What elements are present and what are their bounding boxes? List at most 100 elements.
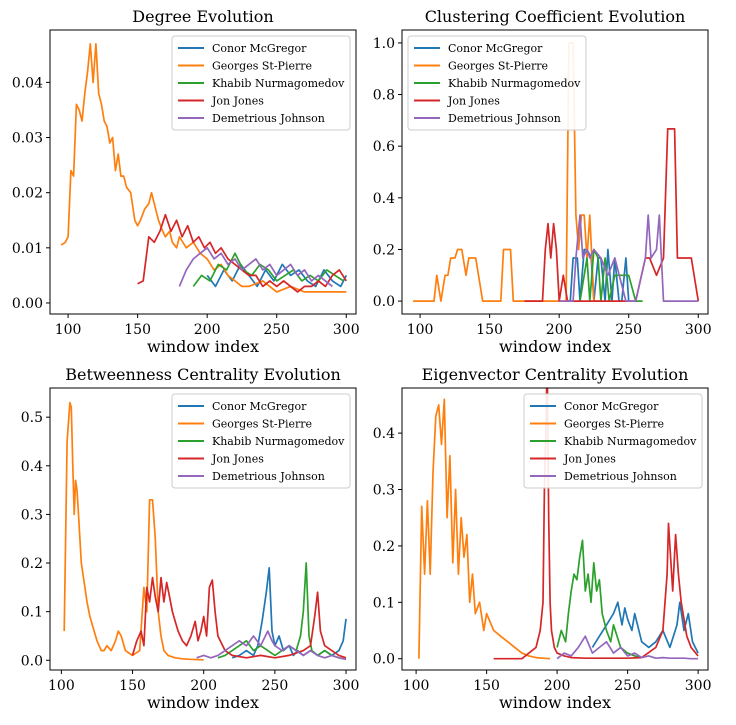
eigenvector-centrality-evolution-series-conor-mcgregor [591,601,699,654]
betweenness-centrality-evolution-series-jon-jones [131,576,347,659]
clustering-coefficient-evolution-series-georges-st-pierre [413,42,601,302]
clustering-coefficient-evolution-xtick-label: 250 [615,322,642,338]
eigenvector-xlabel: window index [499,693,611,712]
clustering-coefficient-evolution-legend-label-jon-jones: Jon Jones [447,95,500,108]
eigenvector-centrality-evolution-xtick-label: 300 [685,678,712,694]
degree-evolution-ytick-label: 0.01 [12,241,43,257]
clustering-coefficient-evolution-legend-label-demetrious-johnson: Demetrious Johnson [448,112,561,125]
eigenvector-plot: 100 150 200 250 300 0.0 0.1 0.2 0.3 0.4 Conor McGr… [373,387,712,694]
degree-evolution-series-demetrious-johnson [178,246,333,288]
eigenvector-centrality-evolution-legend-label-jon-jones: Jon Jones [563,453,616,466]
degree-evolution-legend-label-khabib-nurmagomedov: Khabib Nurmagomedov [212,77,345,90]
degree-evolution-legend-label-conor-mcgregor: Conor McGregor [212,42,307,55]
eigenvector-centrality-evolution-series-georges-st-pierre [418,398,551,660]
eigenvector-centrality-evolution-legend-label-demetrious-johnson: Demetrious Johnson [564,470,677,483]
eigenvector-centrality-evolution-ytick-label: 0.3 [373,483,395,499]
clustering-coefficient-evolution-xtick-label: 300 [685,322,712,338]
clustering-title: Clustering Coefficient Evolution [425,7,686,26]
degree-plot: 100 150 200 250 300 0.00 0.01 0.02 0.03 0.04 Conor… [12,29,360,338]
degree-evolution-xtick-label: 300 [333,322,360,338]
degree-evolution-legend-box [171,35,351,131]
degree-evolution-legend: Conor McGregor Georges St-Pierre Khabib Nu… [171,35,351,131]
eigenvector-centrality-evolution-lines [418,388,699,660]
betweenness-centrality-evolution-lines [63,401,347,661]
degree-evolution-series-georges-st-pierre [60,42,347,293]
clustering-coefficient-evolution-xtick-label: 200 [546,322,573,338]
betweenness-centrality-evolution-legend: Conor McGregor Georges St-Pierre Khabib Nu… [171,393,351,489]
clustering-coefficient-evolution-series-jon-jones [524,128,700,302]
betweenness-centrality-evolution-axes-frame [49,387,357,671]
eigenvector-panel: Eigenvector Centrality Evolution 100 150 2… [373,365,712,712]
betweenness-centrality-evolution-xtick-label: 100 [48,678,75,694]
clustering-coefficient-evolution-legend-label-conor-mcgregor: Conor McGregor [448,42,543,55]
betweenness-plot: 100 150 200 250 300 0.0 0.1 0.2 0.3 0.4 0.5 Conor M… [21,387,360,694]
eigenvector-centrality-evolution-xtick-label: 100 [403,678,430,694]
betweenness-centrality-evolution-xtick-label: 200 [190,678,217,694]
clustering-coefficient-evolution-xtick-label: 150 [476,322,503,338]
clustering-coefficient-evolution-legend: Conor McGregor Georges St-Pierre Khabib Nu… [407,35,587,131]
eigenvector-centrality-evolution-series-jon-jones [493,388,699,660]
degree-evolution-legend-label-georges-st-pierre: Georges St-Pierre [212,60,312,73]
degree-evolution-xtick-label: 200 [194,322,221,338]
degree-evolution-lines [60,42,348,293]
betweenness-centrality-evolution-ytick-label: 0.5 [21,410,43,426]
betweenness-centrality-evolution-xtick-label: 250 [262,678,289,694]
betweenness-centrality-evolution-ytick-label: 0.0 [21,653,43,669]
betweenness-centrality-evolution-xtick-label: 150 [119,678,146,694]
betweenness-xlabel: window index [147,693,259,712]
betweenness-centrality-evolution-legend-label-jon-jones: Jon Jones [211,453,264,466]
degree-xlabel: window index [147,337,259,356]
eigenvector-centrality-evolution-ytick-label: 0.1 [373,595,395,611]
eigenvector-centrality-evolution-legend-box [523,393,703,489]
eigenvector-centrality-evolution-series-demetrious-johnson [556,635,699,660]
clustering-plot: 100 150 200 250 300 0.0 0.2 0.4 0.6 0.8 1.0 Conor M… [373,29,712,338]
degree-evolution-xtick-label: 100 [55,322,82,338]
betweenness-centrality-evolution-legend-label-khabib-nurmagomedov: Khabib Nurmagomedov [212,435,345,448]
degree-panel: Degree Evolution 100 150 200 250 300 0.00 0.01… [12,7,360,356]
eigenvector-centrality-evolution-ytick-label: 0.0 [373,652,395,668]
degree-evolution-ytick-label: 0.03 [12,131,43,147]
degree-evolution-axes-frame [49,29,357,315]
degree-evolution-ytick-label: 0.00 [12,296,43,312]
degree-evolution-legend-label-jon-jones: Jon Jones [211,95,264,108]
clustering-coefficient-evolution-legend-label-khabib-nurmagomedov: Khabib Nurmagomedov [448,77,581,90]
clustering-coefficient-evolution-legend-label-georges-st-pierre: Georges St-Pierre [448,60,548,73]
eigenvector-centrality-evolution-xtick-label: 200 [544,678,571,694]
betweenness-centrality-evolution-legend-box [171,393,351,489]
clustering-panel: Clustering Coefficient Evolution 100 150 2… [373,7,712,356]
eigenvector-title: Eigenvector Centrality Evolution [422,365,689,384]
betweenness-centrality-evolution-legend-label-conor-mcgregor: Conor McGregor [212,400,307,413]
degree-evolution-xtick-label: 150 [124,322,151,338]
clustering-coefficient-evolution-ytick-label: 0.0 [373,294,395,310]
betweenness-centrality-evolution-legend-label-demetrious-johnson: Demetrious Johnson [212,470,325,483]
betweenness-centrality-evolution-ytick-label: 0.1 [21,605,43,621]
eigenvector-centrality-evolution-xtick-label: 150 [473,678,500,694]
betweenness-centrality-evolution-ytick-label: 0.3 [21,507,43,523]
clustering-coefficient-evolution-ytick-label: 0.2 [373,242,395,258]
betweenness-title: Betweenness Centrality Evolution [65,365,341,384]
betweenness-centrality-evolution-ytick-label: 0.2 [21,556,43,572]
eigenvector-centrality-evolution-legend-label-khabib-nurmagomedov: Khabib Nurmagomedov [564,435,697,448]
clustering-coefficient-evolution-xtick-label: 100 [407,322,434,338]
degree-evolution-ytick-label: 0.04 [12,75,43,91]
eigenvector-centrality-evolution-legend-label-conor-mcgregor: Conor McGregor [564,400,659,413]
betweenness-centrality-evolution-xtick-label: 300 [333,678,360,694]
betweenness-centrality-evolution-ytick-label: 0.4 [21,459,43,475]
betweenness-panel: Betweenness Centrality Evolution 100 150 2… [21,365,360,712]
eigenvector-centrality-evolution-axes-frame [401,387,709,671]
clustering-coefficient-evolution-ytick-label: 0.4 [373,191,395,207]
betweenness-centrality-evolution-legend-label-georges-st-pierre: Georges St-Pierre [212,418,312,431]
degree-evolution-series-jon-jones [137,213,348,293]
clustering-coefficient-evolution-ytick-label: 0.8 [373,88,395,104]
degree-evolution-legend-label-demetrious-johnson: Demetrious Johnson [212,112,325,125]
betweenness-centrality-evolution-series-demetrious-johnson [196,630,347,661]
eigenvector-centrality-evolution-ytick-label: 0.4 [373,426,395,442]
clustering-coefficient-evolution-legend-box [407,35,587,131]
degree-evolution-xtick-label: 250 [263,322,290,338]
eigenvector-centrality-evolution-xtick-label: 250 [614,678,641,694]
clustering-coefficient-evolution-axes-frame [401,29,709,315]
clustering-xlabel: window index [499,337,611,356]
eigenvector-centrality-evolution-legend-label-georges-st-pierre: Georges St-Pierre [564,418,664,431]
clustering-coefficient-evolution-lines [413,42,700,302]
